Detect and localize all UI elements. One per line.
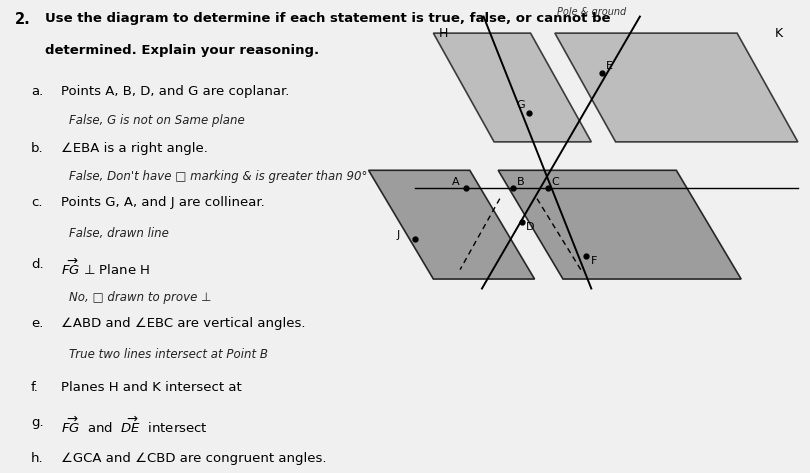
Text: K: K [774,27,782,40]
Text: D: D [526,222,534,232]
Text: False, Don't have □ marking & is greater than 90°: False, Don't have □ marking & is greater… [69,170,367,183]
Polygon shape [433,33,591,142]
Text: Planes H and K intersect at: Planes H and K intersect at [61,381,241,394]
Text: c.: c. [31,196,42,209]
Text: e.: e. [31,317,43,330]
Text: ∠GCA and ∠CBD are congruent angles.: ∠GCA and ∠CBD are congruent angles. [61,452,326,464]
Text: True two lines intersect at Point B: True two lines intersect at Point B [69,348,268,360]
Text: G: G [517,100,526,110]
Text: ∠EBA is a right angle.: ∠EBA is a right angle. [61,142,207,155]
Polygon shape [555,33,798,142]
Text: No, □ drawn to prove ⊥: No, □ drawn to prove ⊥ [69,291,211,304]
Text: A: A [452,177,459,187]
Text: Use the diagram to determine if each statement is true, false, or cannot be: Use the diagram to determine if each sta… [45,12,610,25]
Text: Pole & ground: Pole & ground [556,7,626,17]
Text: H: H [439,27,449,40]
Text: E: E [606,61,613,71]
Text: b.: b. [31,142,44,155]
Text: a.: a. [31,85,43,98]
Text: determined. Explain your reasoning.: determined. Explain your reasoning. [45,44,318,56]
Text: False, drawn line: False, drawn line [69,227,168,240]
Polygon shape [498,170,741,279]
Text: F: F [590,256,597,266]
Text: d.: d. [31,258,44,271]
Text: C: C [552,177,560,187]
Text: f.: f. [31,381,39,394]
Text: $\overrightarrow{FG}$  and  $\overrightarrow{DE}$  intersect: $\overrightarrow{FG}$ and $\overrightarr… [61,416,207,437]
Polygon shape [369,170,535,279]
Text: ∠ABD and ∠EBC are vertical angles.: ∠ABD and ∠EBC are vertical angles. [61,317,305,330]
Text: $\overrightarrow{FG}$ ⊥ Plane H: $\overrightarrow{FG}$ ⊥ Plane H [61,258,150,278]
Text: False, G is not on Same plane: False, G is not on Same plane [69,114,245,126]
FancyBboxPatch shape [0,0,433,473]
Text: Points G, A, and J are collinear.: Points G, A, and J are collinear. [61,196,265,209]
Text: h.: h. [31,452,44,464]
Text: g.: g. [31,416,44,429]
Text: J: J [396,230,399,240]
Text: 2.: 2. [15,12,30,27]
Text: Points A, B, D, and G are coplanar.: Points A, B, D, and G are coplanar. [61,85,289,98]
Text: B: B [517,177,524,187]
